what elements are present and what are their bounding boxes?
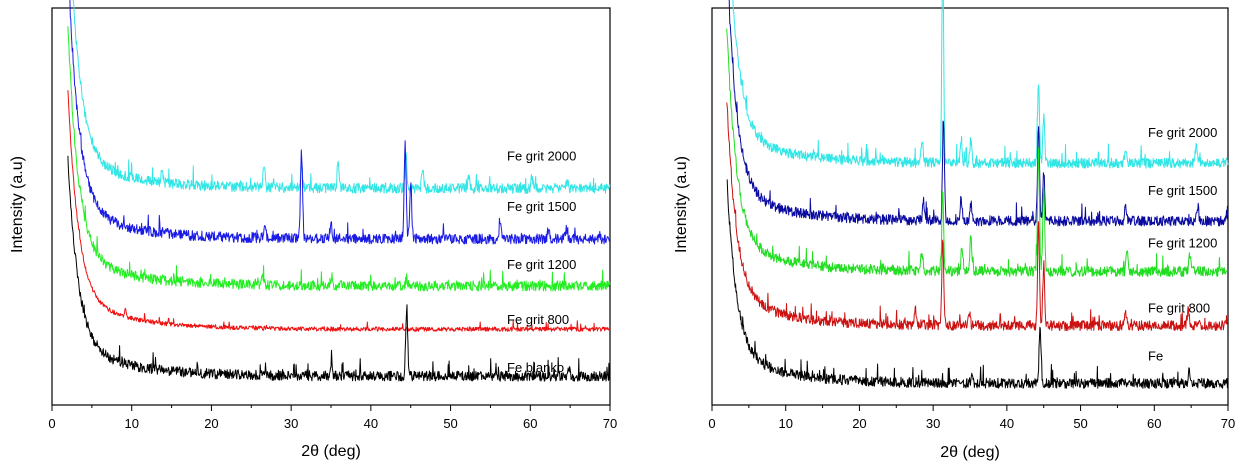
- series-line: [732, 0, 1229, 169]
- series-label: Fe grit 800: [507, 312, 569, 327]
- x-tick-label: 10: [778, 416, 792, 431]
- x-tick-label: 20: [204, 416, 218, 431]
- series-label: Fe grit 1200: [507, 257, 576, 272]
- series-label: Fe grit 1500: [1148, 183, 1217, 198]
- series-label: Fe: [1148, 348, 1163, 363]
- x-tick-label: 20: [852, 416, 866, 431]
- x-tick-label: 40: [1000, 416, 1014, 431]
- chart-panel-left: 0 10 20 30 40 50 60 70 Fe grit 2000 Fe grit 1500 F…: [9, 0, 617, 460]
- series-line: [728, 0, 1229, 227]
- x-tick-label: 30: [284, 416, 298, 431]
- x-axis-title: 2θ (deg): [940, 444, 1000, 461]
- series-line: [67, 26, 611, 292]
- x-tick-label: 70: [1221, 416, 1235, 431]
- series-line: [726, 28, 1229, 277]
- series-line: [67, 90, 611, 332]
- x-tick-label: 70: [603, 416, 617, 431]
- series-line: [726, 179, 1229, 389]
- x-tick-label: 30: [926, 416, 940, 431]
- series-line: [69, 0, 611, 245]
- x-tick-label: 50: [1073, 416, 1087, 431]
- series-label: Fe grit 800: [1148, 301, 1210, 316]
- y-axis-title: Intensity (a.u): [9, 156, 26, 253]
- series-line: [726, 102, 1228, 332]
- series-label: Fe grit 2000: [1148, 125, 1217, 140]
- series-line: [67, 155, 610, 382]
- series-label: Fe blanko: [507, 360, 564, 375]
- x-tick-label: 10: [124, 416, 138, 431]
- series-label: Fe grit 1500: [507, 199, 576, 214]
- x-tick-label: 0: [48, 416, 55, 431]
- x-tick-label: 60: [523, 416, 537, 431]
- x-tick-label: 60: [1147, 416, 1161, 431]
- series-label: Fe grit 1200: [1148, 235, 1217, 250]
- chart-panel-right: 0 10 20 30 40 50 60 70 Fe grit 2000 Fe grit 1500 F…: [673, 0, 1235, 461]
- series-label: Fe grit 2000: [507, 148, 576, 163]
- x-tick-label: 0: [708, 416, 715, 431]
- x-tick-label: 40: [364, 416, 378, 431]
- x-tick-label: 50: [443, 416, 457, 431]
- series-line: [72, 0, 611, 194]
- x-axis-title: 2θ (deg): [301, 443, 361, 460]
- y-axis-title: Intensity (a.u): [673, 156, 690, 253]
